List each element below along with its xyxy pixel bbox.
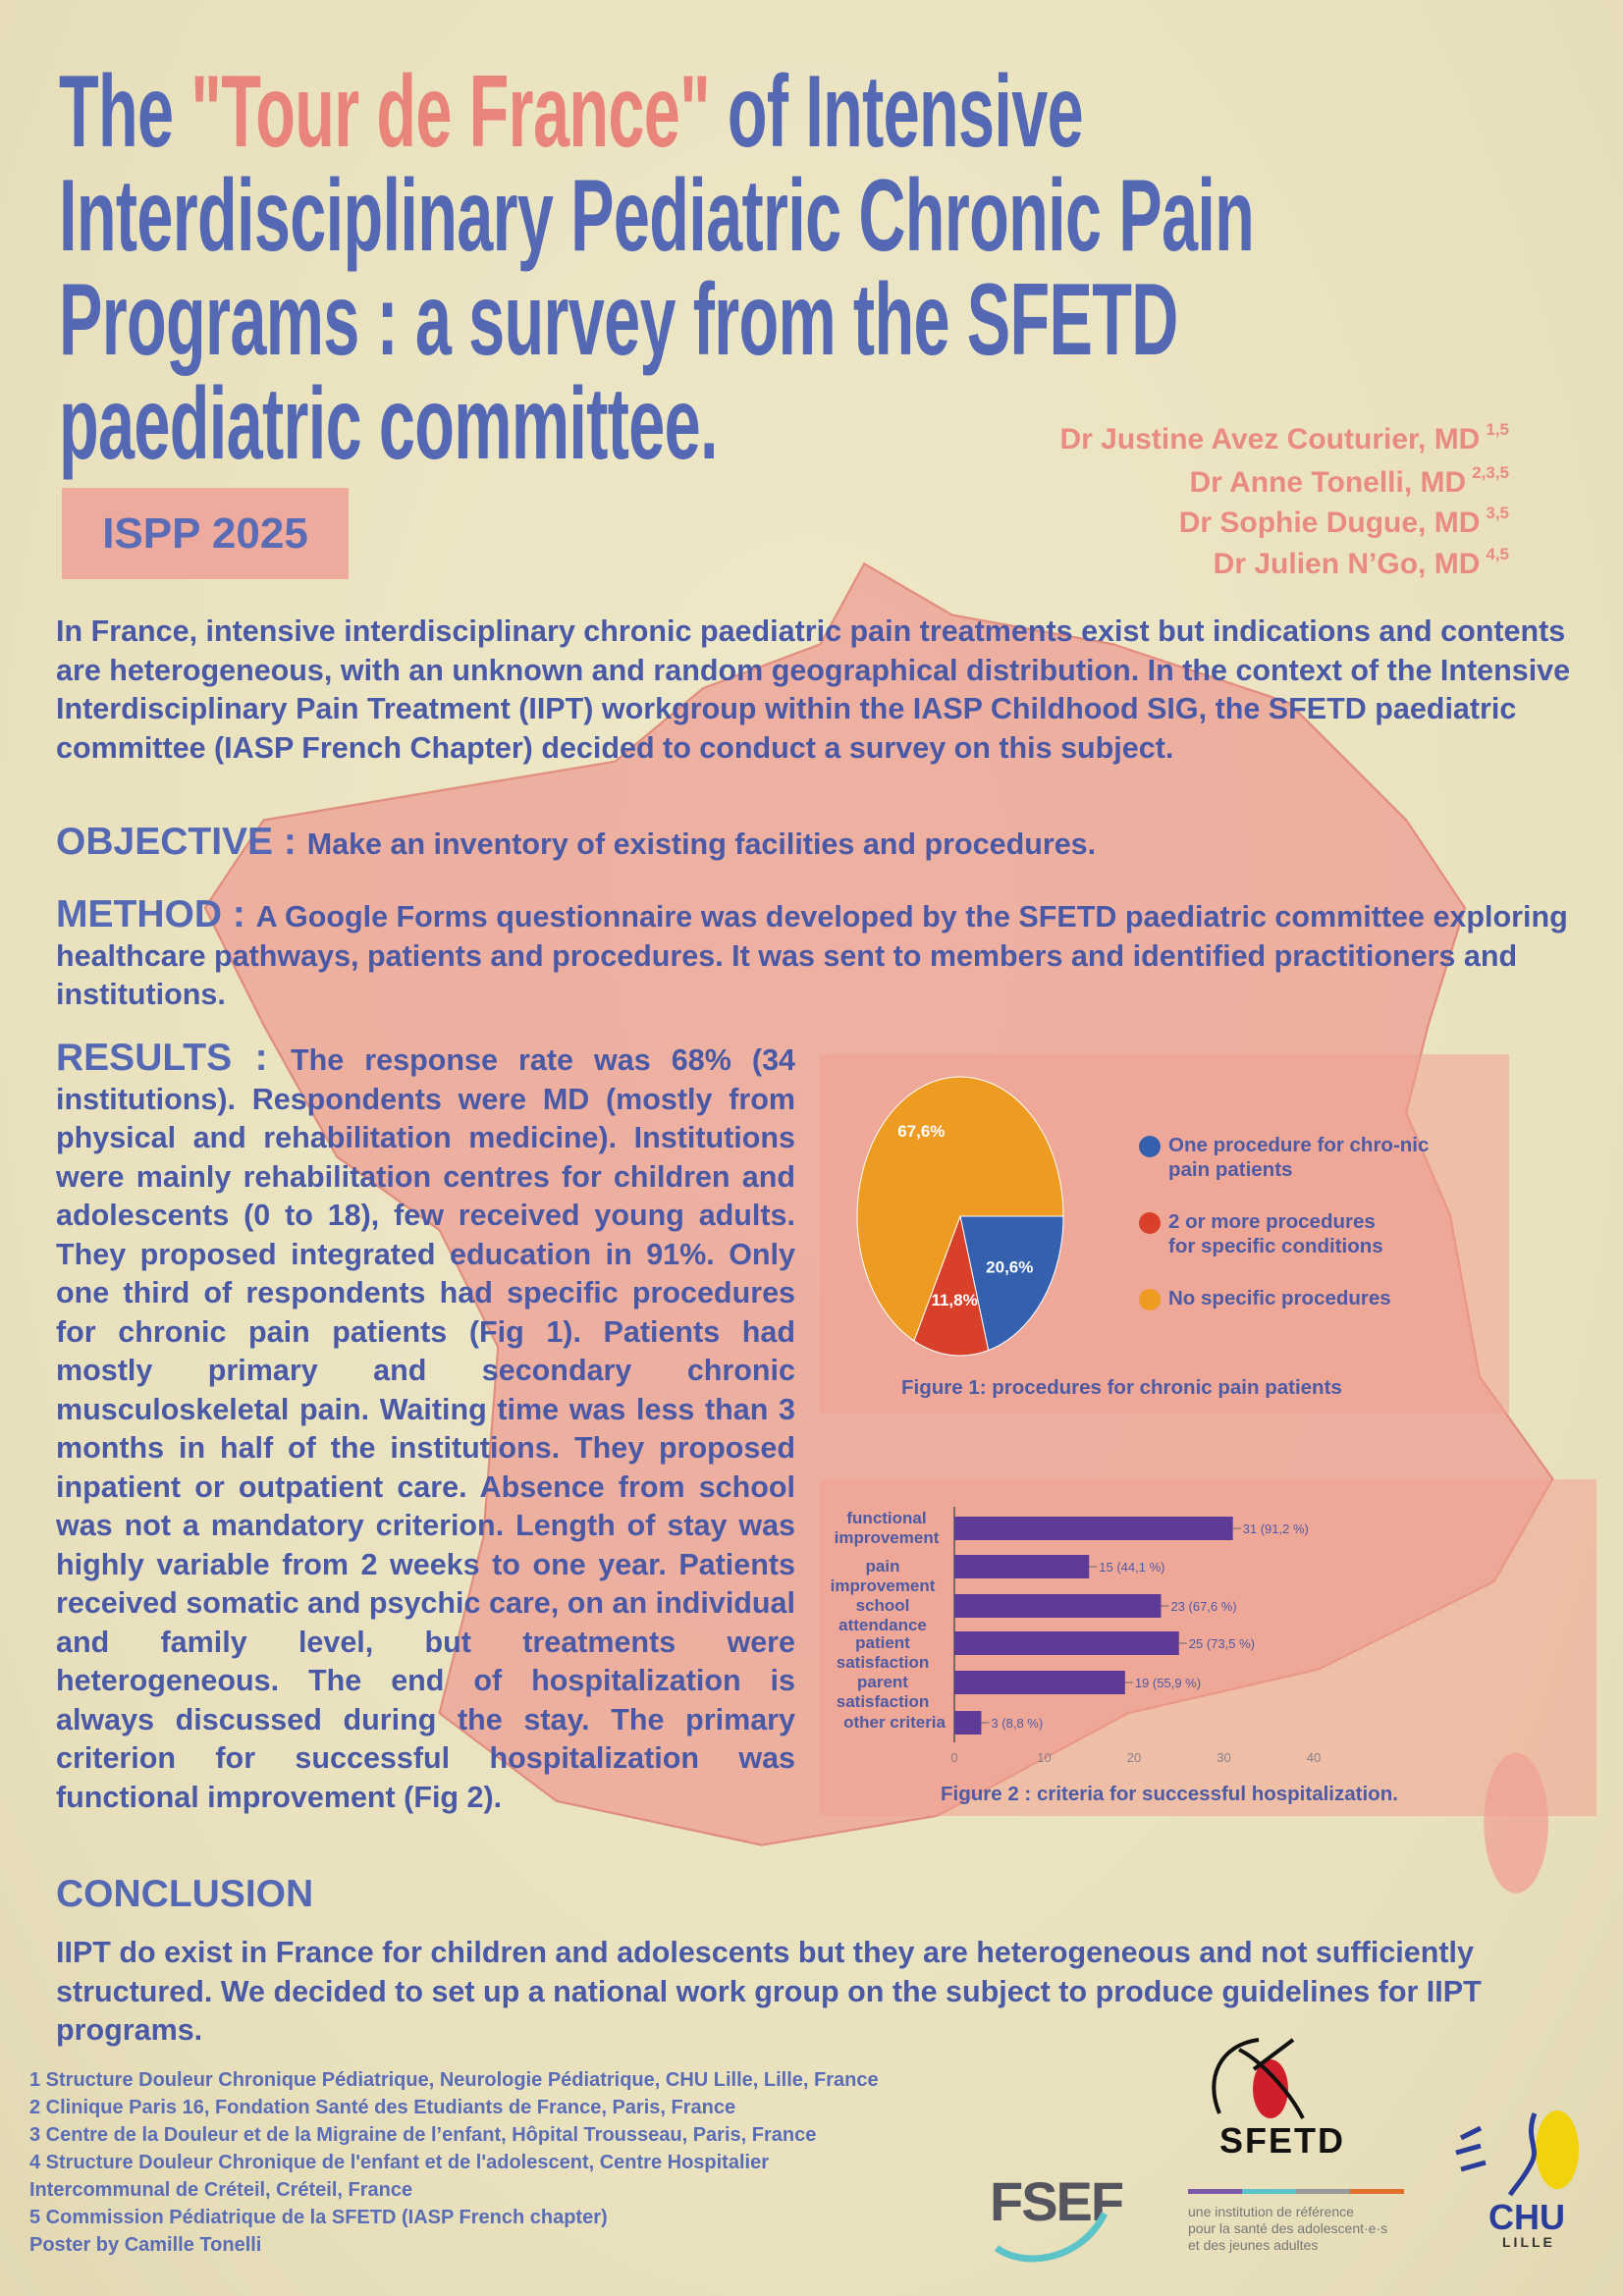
objective-heading: OBJECTIVE : bbox=[56, 821, 307, 863]
bar-data-label: 15 (44,1 %) bbox=[1099, 1560, 1164, 1575]
bar bbox=[954, 1671, 1125, 1694]
x-tick-label: 30 bbox=[1217, 1750, 1230, 1765]
author-2: Dr Anne Tonelli, MD 2,3,5 bbox=[1189, 463, 1509, 499]
bar bbox=[954, 1631, 1179, 1655]
author-4: Dr Julien N’Go, MD 4,5 bbox=[1213, 545, 1509, 580]
figure-1-pie-chart: 20,6% 11,8% 67,6% One procedure for chro-n… bbox=[820, 1054, 1509, 1414]
fsef-color-bar bbox=[1188, 2189, 1404, 2194]
legend-item-no-specific: No specific procedures bbox=[1139, 1286, 1463, 1310]
bar-data-label: 25 (73,5 %) bbox=[1189, 1636, 1255, 1651]
pie-slice-label: 67,6% bbox=[897, 1122, 945, 1141]
footnote-5: 5 Commission Pédiatrique de la SFETD (IA… bbox=[29, 2207, 608, 2228]
bar-category-label: patient satisfaction bbox=[836, 1633, 930, 1672]
x-tick-label: 10 bbox=[1037, 1750, 1051, 1765]
results-heading: RESULTS : bbox=[56, 1037, 291, 1079]
title-line-2: Interdisciplinary Pediatric Chronic Pain bbox=[59, 159, 1255, 273]
legend-item-one-procedure: One procedure for chro-nic pain patients bbox=[1139, 1133, 1463, 1182]
legend-dot-red bbox=[1139, 1212, 1161, 1234]
bar-data-label: 23 (67,6 %) bbox=[1170, 1599, 1236, 1614]
fsef-swoosh-icon bbox=[994, 2212, 1109, 2263]
chu-lille-logo: CHU LILLE bbox=[1441, 2109, 1589, 2251]
footnote-3: 3 Centre de la Douleur et de la Migraine… bbox=[29, 2124, 817, 2146]
bar-category-label: functional improvement bbox=[834, 1509, 940, 1547]
pie-chart-svg: 20,6% 11,8% 67,6% bbox=[856, 1076, 1064, 1357]
pie-slice-label: 11,8% bbox=[931, 1291, 977, 1309]
objective-section: OBJECTIVE : Make an inventory of existin… bbox=[56, 821, 1097, 863]
pie-slice bbox=[856, 1076, 1064, 1342]
author-3: Dr Sophie Dugue, MD 3,5 bbox=[1178, 504, 1509, 539]
legend-dot-orange bbox=[1139, 1289, 1161, 1310]
bar-category-label: parent satisfaction bbox=[836, 1673, 930, 1711]
bar-data-label: 3 (8,8 %) bbox=[991, 1716, 1043, 1731]
sfetd-logo: SFETD bbox=[1200, 2030, 1386, 2161]
x-tick-label: 20 bbox=[1127, 1750, 1141, 1765]
bar bbox=[954, 1517, 1233, 1540]
figure-2-bar-chart: 31 (91,2 %) 15 (44,1 %) 23 (67,6 %) 25 (73,… bbox=[820, 1479, 1596, 1816]
conclusion-text: IIPT do exist in France for children and… bbox=[56, 1936, 1482, 2047]
footnote-4: 4 Structure Douleur Chronique de l'enfan… bbox=[29, 2152, 769, 2173]
legend-dot-blue bbox=[1139, 1136, 1161, 1157]
bar bbox=[954, 1711, 982, 1735]
poster-credit: Poster by Camille Tonelli bbox=[29, 2234, 262, 2256]
bar bbox=[954, 1594, 1162, 1618]
title-line-1: The "Tour de France" of Intensive bbox=[59, 55, 1084, 169]
x-tick-label: 40 bbox=[1307, 1750, 1321, 1765]
method-section: METHOD : A Google Forms questionnaire wa… bbox=[56, 893, 1568, 1011]
method-heading: METHOD : bbox=[56, 893, 256, 935]
footnote-2: 2 Clinique Paris 16, Fondation Santé des… bbox=[29, 2097, 736, 2118]
pie-slice-label: 20,6% bbox=[986, 1257, 1033, 1276]
fsef-tagline: une institution de référence pour la sant… bbox=[1188, 2204, 1388, 2253]
bar-category-label: school attendance bbox=[839, 1596, 927, 1634]
title-line-3: Programs : a survey from the SFETD bbox=[59, 263, 1178, 377]
footnote-4-cont: Intercommunal de Créteil, Créteil, Franc… bbox=[29, 2179, 413, 2201]
bar-chart-svg: 31 (91,2 %) 15 (44,1 %) 23 (67,6 %) 25 (73,… bbox=[950, 1507, 1321, 1765]
conference-badge: ISPP 2025 bbox=[62, 488, 349, 579]
footnote-1: 1 Structure Douleur Chronique Pédiatriqu… bbox=[29, 2069, 879, 2091]
conclusion-heading: CONCLUSION bbox=[56, 1873, 314, 1915]
pie-slice bbox=[913, 1214, 990, 1357]
legend-item-two-or-more: 2 or more procedures for specific condit… bbox=[1139, 1209, 1394, 1258]
bar bbox=[954, 1555, 1090, 1578]
author-1: Dr Justine Avez Couturier, MD 1,5 bbox=[1059, 420, 1510, 455]
figure-1-caption: Figure 1: procedures for chronic pain pa… bbox=[901, 1376, 1342, 1399]
bar-data-label: 19 (55,9 %) bbox=[1135, 1676, 1201, 1690]
pie-slice bbox=[959, 1215, 1064, 1352]
bar-category-label: pain improvement bbox=[830, 1557, 936, 1595]
sfetd-emblem-icon bbox=[1212, 2038, 1305, 2119]
figure-2-caption: Figure 2 : criteria for successful hospi… bbox=[941, 1783, 1398, 1805]
title-line-4: paediatric committee. bbox=[59, 367, 719, 481]
x-tick-label: 0 bbox=[950, 1750, 957, 1765]
bar-category-label: other criteria bbox=[843, 1713, 946, 1732]
bar-data-label: 31 (91,2 %) bbox=[1243, 1522, 1309, 1536]
results-section: RESULTS : The response rate was 68% (34 … bbox=[56, 1037, 795, 1814]
intro-paragraph: In France, intensive interdisciplinary c… bbox=[56, 614, 1571, 765]
chu-face-emblem-icon bbox=[1455, 2110, 1579, 2197]
